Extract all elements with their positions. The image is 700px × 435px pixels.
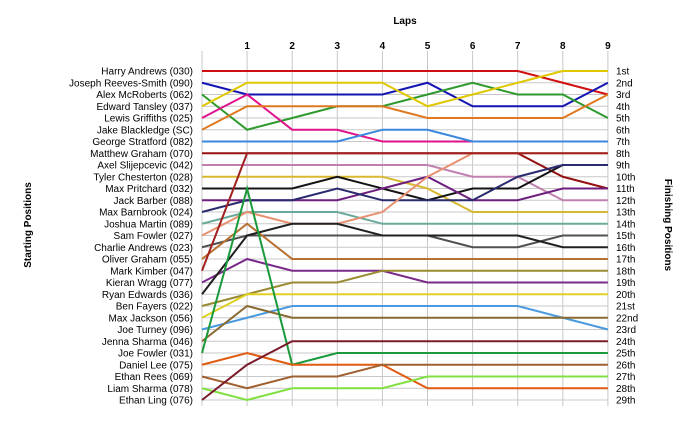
finish-position-label: 26th [616, 360, 635, 371]
finish-position-label: 27th [616, 372, 635, 383]
finish-position-label: 6th [616, 125, 630, 136]
start-position-label: Jenna Sharma (046) [102, 337, 193, 348]
start-position-label: Charlie Andrews (023) [94, 243, 193, 254]
finish-position-label: 7th [616, 137, 630, 148]
start-position-label: Jake Blackledge (SC) [97, 125, 193, 136]
finish-position-label: 10th [616, 172, 635, 183]
finish-position-label: 13th [616, 208, 635, 219]
finish-position-label: 2nd [616, 78, 633, 89]
finish-position-label: 9th [616, 161, 630, 172]
start-position-label: Ben Fayers (022) [116, 302, 193, 313]
driver-line-6 [201, 93, 609, 131]
x-tick-label: 3 [335, 41, 341, 52]
start-position-label: Alex McRoberts (062) [96, 90, 193, 101]
start-position-label: Lewis Griffiths (025) [104, 114, 193, 125]
finish-position-label: 18th [616, 266, 635, 277]
start-position-label: Mark Kimber (047) [110, 266, 193, 277]
finish-position-label: 4th [616, 102, 630, 113]
driver-line-24 [201, 304, 608, 343]
finish-position-label: 21st [616, 302, 635, 313]
driver-line-17 [201, 222, 608, 260]
x-tick-label: 6 [470, 41, 476, 52]
finish-position-label: 5th [616, 114, 630, 125]
start-position-label: Ryan Edwards (036) [102, 290, 193, 301]
driver-line-9 [202, 164, 608, 202]
x-tick-label: 9 [605, 41, 611, 52]
start-position-label: Joshua Martin (089) [104, 219, 193, 230]
start-position-label: Max Jackson (056) [109, 313, 193, 324]
finish-position-label: 8th [616, 149, 630, 160]
start-position-label: Joe Fowler (031) [118, 349, 193, 360]
start-position-label: Oliver Graham (055) [102, 255, 193, 266]
label-layer: 1 2 3 4 5 6 7 8 9 Harry Andrews (030)Joseph Reeve… [69, 41, 638, 407]
finish-position-label: 1st [616, 67, 630, 78]
driver-line-29 [201, 340, 608, 401]
driver-line-20 [201, 222, 608, 295]
driver-line-28 [201, 375, 608, 402]
start-position-label: Axel Slijepcevic (042) [97, 161, 193, 172]
finish-position-label: 12th [616, 196, 635, 207]
finish-position-label: 22nd [616, 313, 638, 324]
start-position-label: Edward Tansley (037) [96, 102, 193, 113]
finish-position-label: 3rd [616, 90, 630, 101]
finish-position-label: 25th [616, 349, 635, 360]
x-tick-label: 8 [560, 41, 566, 52]
start-position-label: Liam Sharma (078) [107, 384, 193, 395]
start-position-label: Sam Fowler (027) [114, 231, 193, 242]
driver-line-7 [202, 128, 608, 143]
driver-line-25 [201, 184, 608, 366]
finish-position-label: 23rd [616, 325, 636, 336]
start-position-label: Ethan Ling (076) [119, 396, 193, 407]
driver-line-26 [201, 351, 608, 390]
driver-line-27 [201, 363, 608, 390]
start-position-label: Kieran Wragg (077) [106, 278, 193, 289]
x-tick-label: 4 [380, 41, 386, 52]
start-position-label: Jack Barber (088) [114, 196, 193, 207]
finish-position-label: 19th [616, 278, 635, 289]
start-position-label: Joseph Reeves-Smith (090) [69, 78, 193, 89]
driver-line-18 [201, 152, 608, 272]
finish-position-label: 16th [616, 243, 635, 254]
x-tick-label: 1 [244, 41, 250, 52]
finish-position-label: 20th [616, 290, 635, 301]
finish-position-label: 15th [616, 231, 635, 242]
driver-line-2 [201, 81, 609, 108]
finish-position-label: 24th [616, 337, 635, 348]
start-position-label: Matthew Graham (070) [90, 149, 193, 160]
finish-position-label: 14th [616, 219, 635, 230]
start-position-label: Joe Turney (096) [117, 325, 193, 336]
driver-line-21 [201, 269, 608, 307]
driver-line-3 [201, 81, 609, 131]
start-position-label: Harry Andrews (030) [101, 67, 193, 78]
x-tick-label: 2 [289, 41, 295, 52]
finish-position-label: 11th [616, 184, 635, 195]
driver-line-22 [201, 293, 608, 319]
driver-line-4 [201, 70, 608, 108]
driver-line-19 [201, 257, 608, 284]
left-axis-title: Starting Positions [23, 182, 34, 268]
start-position-label: Max Barnbrook (024) [99, 208, 193, 219]
start-position-label: Tyler Chesterton (028) [94, 172, 194, 183]
finish-position-label: 28th [616, 384, 635, 395]
finish-position-label: 29th [616, 396, 635, 407]
driver-line-14 [201, 211, 608, 225]
driver-line-13 [201, 164, 608, 213]
start-position-label: Daniel Lee (075) [119, 360, 193, 371]
series-layer [201, 70, 609, 402]
x-tick-label: 7 [515, 41, 521, 52]
finish-position-label: 17th [616, 255, 635, 266]
right-axis-title: Finishing Positions [662, 179, 673, 272]
x-tick-label: 5 [425, 41, 431, 52]
start-position-label: Max Pritchard (032) [105, 184, 193, 195]
start-position-label: Ethan Rees (069) [115, 372, 193, 383]
x-axis-title: Laps [393, 16, 417, 27]
start-position-label: George Stratford (082) [92, 137, 193, 148]
